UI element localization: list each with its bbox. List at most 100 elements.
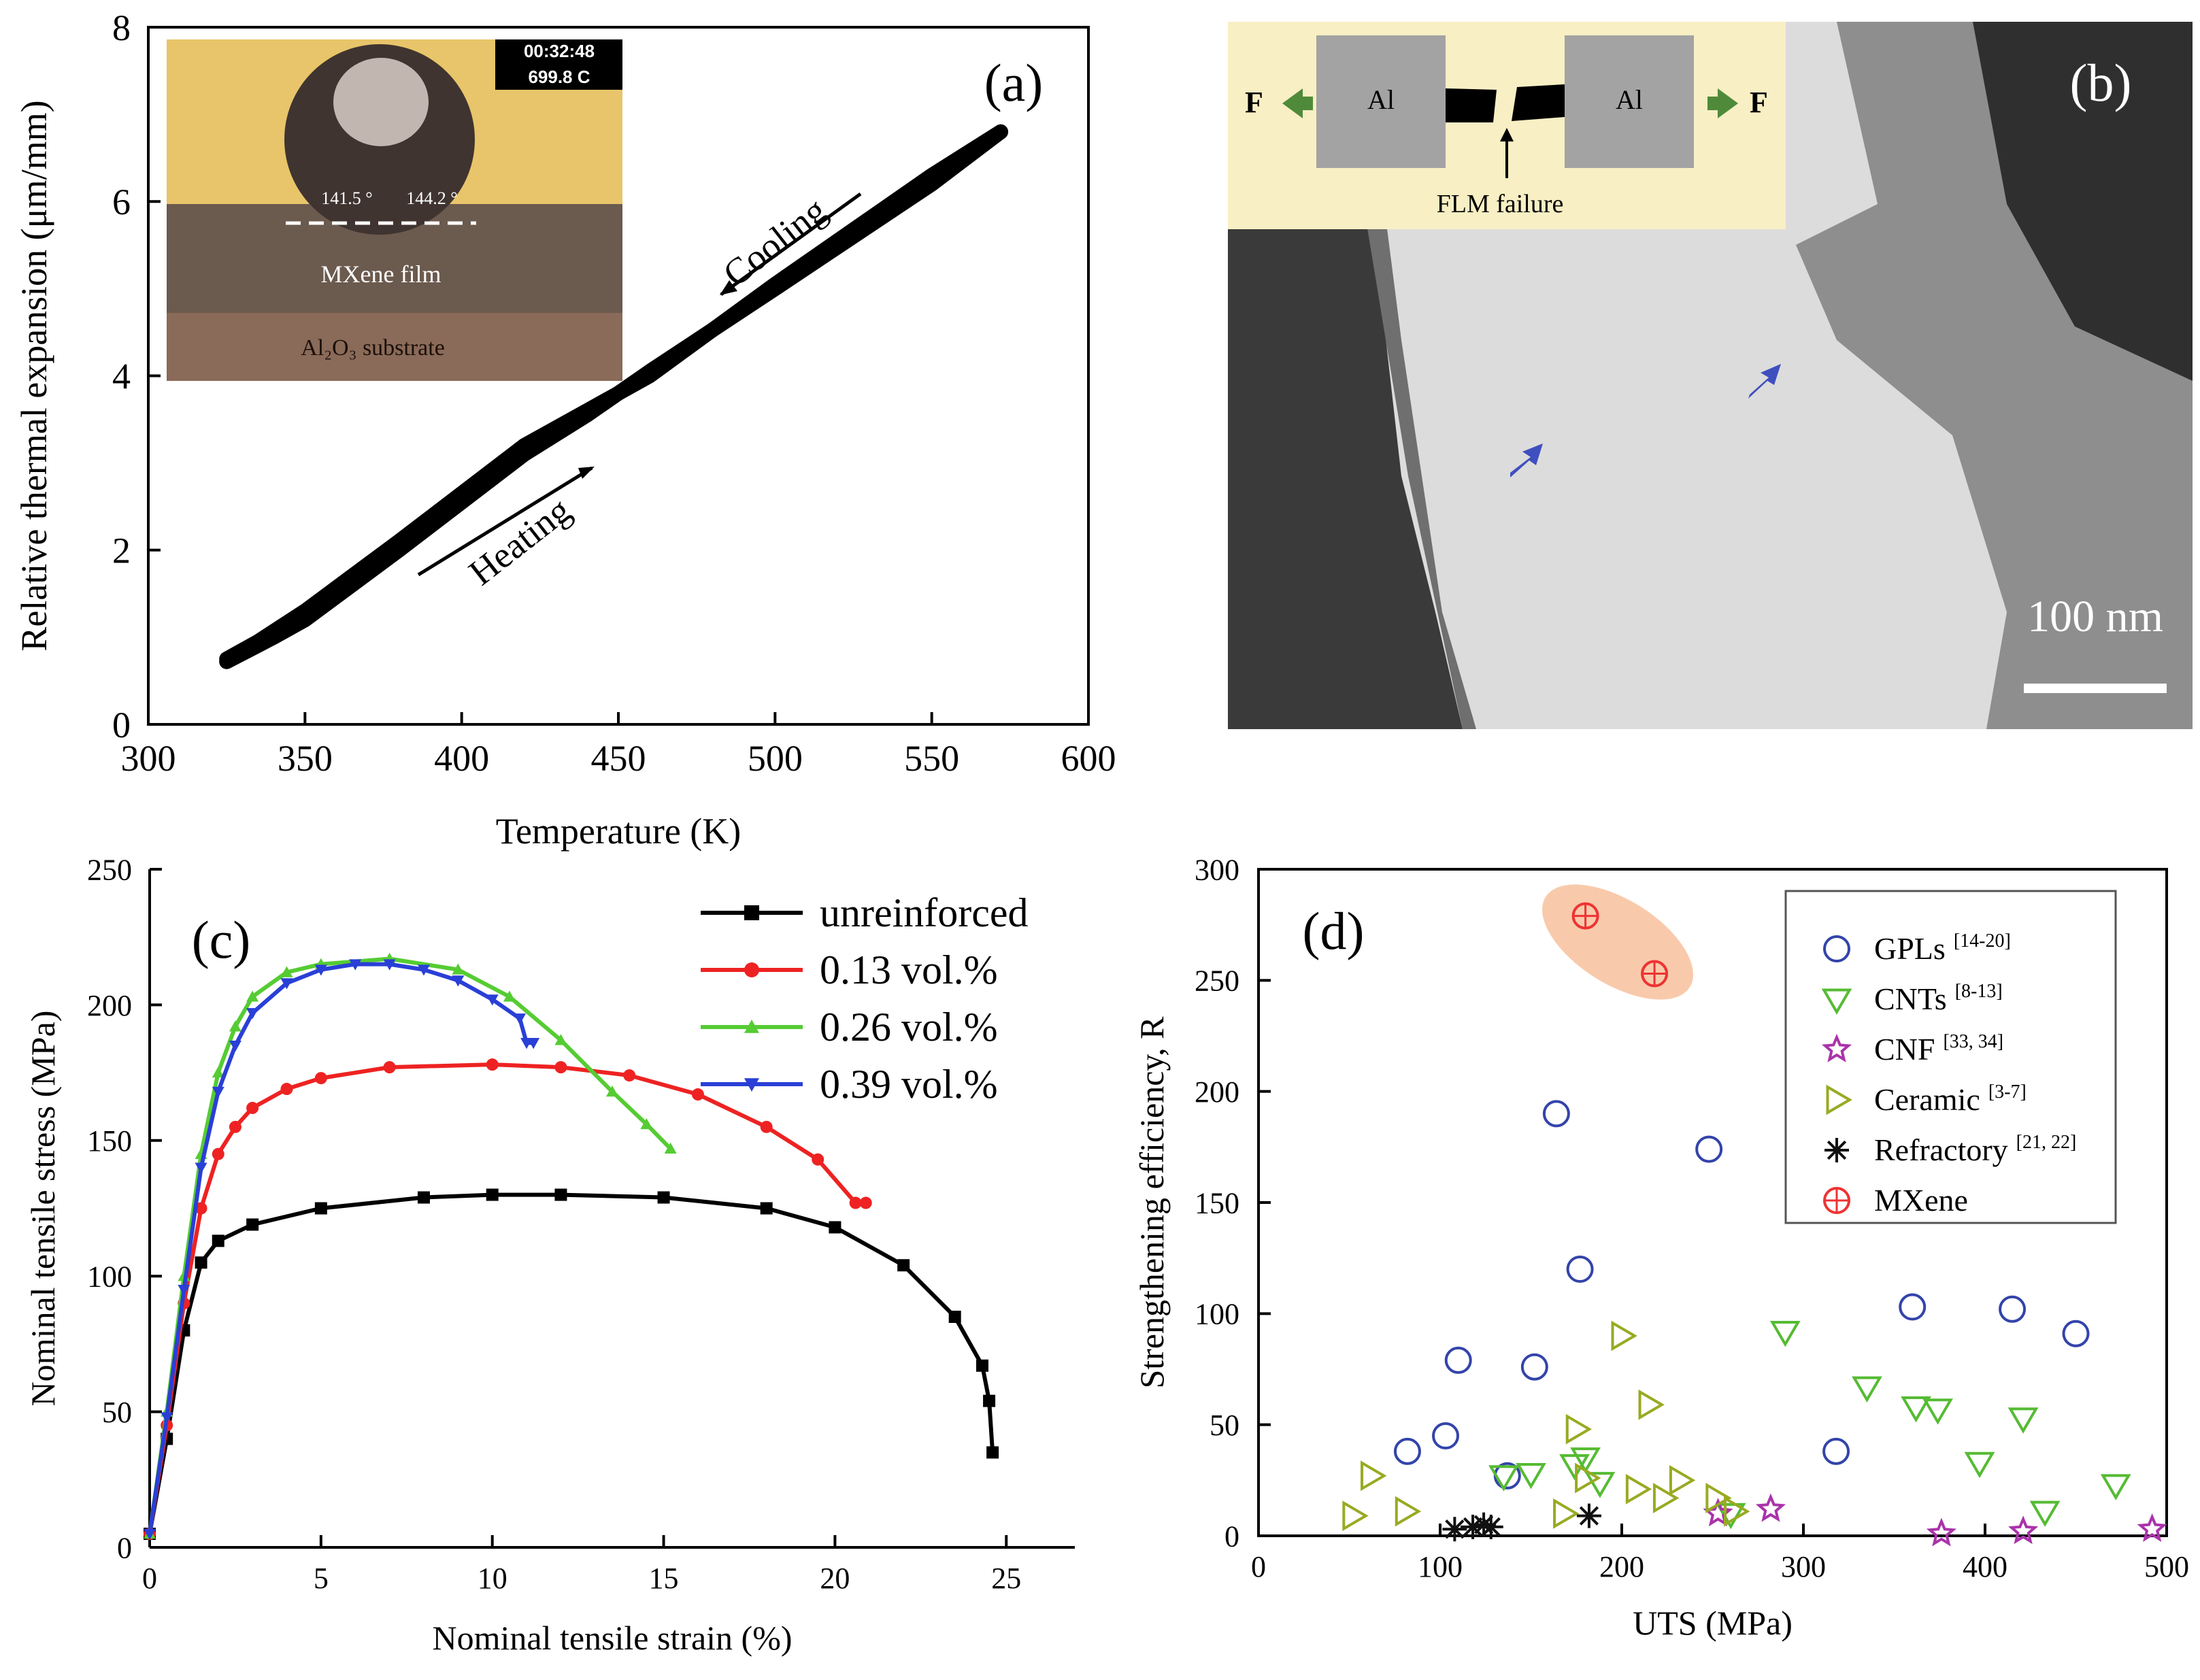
- scale-bar: [2024, 684, 2167, 693]
- y-tick-label: 50: [102, 1396, 132, 1429]
- legend-label: 0.26 vol.%: [820, 1005, 998, 1049]
- panel-d-label: (d): [1303, 901, 1365, 960]
- x-tick-label: 100: [1418, 1550, 1463, 1583]
- data-point: [486, 994, 499, 1006]
- data-point-gpls: [1695, 1135, 1723, 1163]
- inset-film-label: MXene film: [321, 261, 441, 288]
- data-point-mxene: [1571, 902, 1599, 930]
- legend-marker-stroke: [1827, 1140, 1847, 1160]
- x-tick-label: 600: [1061, 738, 1116, 779]
- legend-ref: [8-13]: [1955, 981, 2003, 1002]
- data-point: [554, 1188, 567, 1201]
- data-point: [195, 1162, 207, 1174]
- panel-b-label: (b): [2070, 53, 2132, 112]
- data-point-cnts: [1964, 1451, 1995, 1479]
- data-point-ceramic: [1638, 1389, 1665, 1420]
- data-point-ceramic: [1342, 1500, 1369, 1531]
- flm-piece-right: [1512, 84, 1565, 121]
- data-point: [246, 1101, 259, 1114]
- data-point: [383, 959, 396, 971]
- data-point: [983, 1394, 996, 1407]
- data-point-cnts: [1769, 1320, 1801, 1347]
- data-point: [246, 1008, 259, 1020]
- data-point-cnts: [2100, 1474, 2131, 1500]
- force-arrow-right: [1707, 88, 1738, 118]
- data-point: [229, 1020, 241, 1032]
- al-label-right: Al: [1616, 84, 1643, 115]
- legend-ref: [3-7]: [1988, 1081, 2027, 1103]
- heating-label: Heating: [461, 490, 578, 594]
- legend-marker: [744, 1020, 759, 1033]
- y-tick-label: 2: [112, 531, 131, 571]
- data-point: [195, 1256, 207, 1269]
- data-point-ceramic: [1669, 1464, 1696, 1496]
- y-tick-label: 6: [112, 182, 131, 222]
- data-point-mxene: [1641, 960, 1669, 988]
- tem-arrow-right: [1748, 364, 1781, 399]
- inset-angle-right: 144.2 °: [406, 188, 457, 208]
- force-label-right: F: [1750, 86, 1768, 119]
- data-point: [246, 1218, 259, 1231]
- x-tick-label: 500: [748, 738, 803, 779]
- data-point: [212, 1086, 224, 1098]
- mxene-highlight: [1542, 884, 1693, 1000]
- timestamp-box: [495, 39, 622, 90]
- data-point: [760, 1120, 773, 1133]
- data-point-ceramic: [1625, 1474, 1652, 1505]
- data-point: [486, 1058, 499, 1071]
- tem-arrow-left: [1510, 443, 1543, 477]
- force-label-left: F: [1245, 86, 1263, 119]
- series-line-0-13-vol-: [148, 1062, 866, 1534]
- y-tick-label: 4: [112, 356, 131, 397]
- panel-c-legend: unreinforced 0.13 vol.% 0.26 vol.% 0.39 vol…: [701, 890, 1029, 1107]
- data-point: [144, 1528, 156, 1541]
- al-label-left: Al: [1367, 84, 1395, 115]
- legend-marker: [1823, 1187, 1850, 1214]
- legend-marker: [1821, 988, 1852, 1015]
- data-point: [314, 1202, 327, 1215]
- data-point: [976, 1359, 988, 1372]
- x-tick-label: 300: [121, 738, 176, 779]
- data-point: [212, 1066, 224, 1078]
- panel-a-label: (a): [984, 53, 1044, 112]
- x-tick-label: 300: [1781, 1550, 1826, 1583]
- cooling-arrow: [720, 192, 862, 297]
- panel-c-label: (c): [192, 910, 251, 969]
- data-point-cnts: [2007, 1407, 2039, 1434]
- data-point-refractory-stroke: [1579, 1506, 1599, 1526]
- data-point: [897, 1259, 910, 1272]
- data-point-cnf: [1755, 1493, 1786, 1522]
- force-arrow-left: [1282, 88, 1313, 118]
- data-point-ceramic: [1553, 1498, 1580, 1529]
- tem-right-dark: [1973, 22, 2193, 381]
- data-point-cnts: [1922, 1398, 1953, 1425]
- inset-substrate-label: Al₂O₃ substrate: [301, 335, 445, 360]
- data-point-refractory: [1478, 1514, 1503, 1539]
- data-point: [314, 964, 327, 976]
- scale-bar-label: 100 nm: [2027, 592, 2163, 641]
- inset-substrate-layer: [167, 313, 622, 381]
- data-point: [229, 1041, 241, 1052]
- data-point-ceramic: [1565, 1413, 1593, 1445]
- data-point: [859, 1196, 872, 1209]
- data-point-ceramic: [1575, 1462, 1601, 1494]
- data-point-ceramic: [1705, 1483, 1732, 1513]
- x-axis-label: Nominal tensile strain (%): [432, 1619, 792, 1657]
- data-point: [640, 1118, 653, 1130]
- data-point: [452, 963, 465, 975]
- data-point: [161, 1412, 173, 1424]
- x-tick-label: 500: [2144, 1550, 2189, 1583]
- x-axis-label: UTS (MPa): [1633, 1604, 1793, 1642]
- data-point-cnts: [1852, 1376, 1882, 1403]
- panel-b-tem-image: Al Al F F FLM failure 100 nm (b): [1228, 22, 2193, 729]
- x-tick-label: 25: [991, 1562, 1021, 1595]
- data-point: [986, 1446, 999, 1459]
- data-point: [514, 1013, 526, 1025]
- inset-angle-left: 141.5 °: [321, 188, 372, 208]
- data-point-cnts: [2029, 1500, 2061, 1527]
- al-block-right: [1565, 35, 1694, 168]
- data-point-refractory-stroke: [1445, 1519, 1465, 1539]
- data-point: [503, 990, 516, 1002]
